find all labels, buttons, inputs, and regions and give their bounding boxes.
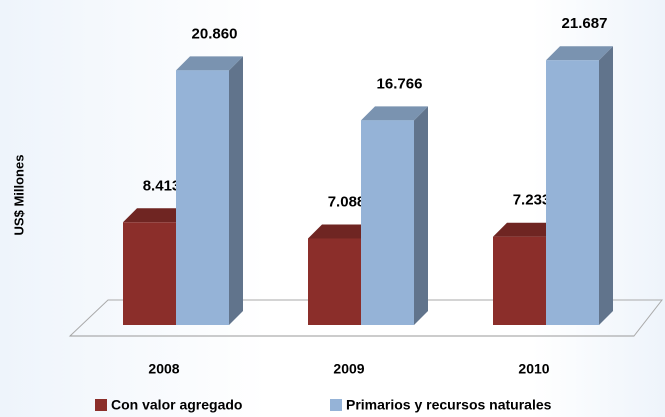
bar-side [414, 106, 428, 325]
bar [361, 120, 414, 325]
data-label: 20.860 [192, 25, 238, 42]
bar-top [546, 46, 613, 61]
data-label: 7.088 [328, 193, 366, 210]
bar [176, 70, 229, 325]
legend-label: Con valor agregado [111, 397, 242, 413]
x-tick-label: 2008 [148, 361, 179, 377]
bar-top [123, 208, 190, 223]
data-label: 21.687 [562, 15, 608, 32]
bar [123, 222, 176, 325]
bar-top [493, 222, 560, 237]
legend-label: Primarios y recursos naturales [346, 397, 552, 413]
x-tick-label: 2010 [518, 361, 549, 377]
data-label: 7.233 [513, 192, 551, 209]
bar [308, 238, 361, 325]
legend-swatch [95, 399, 107, 411]
bar-top [176, 56, 243, 71]
bar [493, 236, 546, 325]
x-tick-label: 2009 [333, 361, 364, 377]
bar-top [308, 224, 375, 239]
legend-swatch [330, 399, 342, 411]
bar-side [229, 56, 243, 325]
y-axis-label: US$ Millones [11, 155, 26, 236]
data-label: 8.413 [143, 177, 181, 194]
data-label: 16.766 [377, 75, 423, 92]
bar [546, 60, 599, 325]
bar-side [599, 46, 613, 325]
bar-top [361, 106, 428, 121]
